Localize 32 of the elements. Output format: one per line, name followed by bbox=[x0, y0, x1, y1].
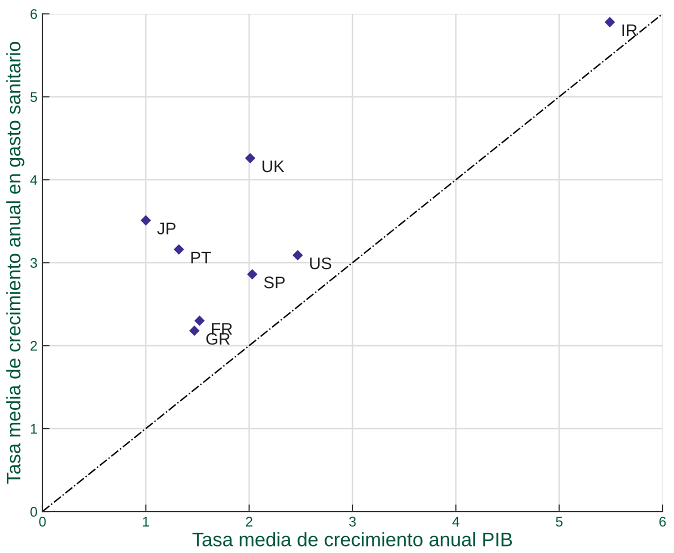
x-tick-label: 0 bbox=[39, 516, 46, 527]
x-tick-label: 4 bbox=[452, 516, 460, 526]
annotation: JP bbox=[157, 222, 176, 234]
x-tick-label: 5 bbox=[556, 516, 562, 527]
x-tick-label: 2 bbox=[246, 516, 252, 526]
point bbox=[247, 269, 258, 280]
annotation: PT bbox=[191, 252, 211, 264]
x-axis-title: Tasa media de crecimiento anual PIB bbox=[192, 532, 512, 546]
point bbox=[189, 326, 200, 336]
annotation: SP bbox=[264, 276, 285, 288]
y-tick-label: 4 bbox=[30, 175, 38, 185]
y-tick-label: 5 bbox=[30, 92, 38, 102]
y-tick-label: 0 bbox=[30, 506, 38, 517]
y-axis-title: Tasa media de crecimiento anual en gasto sanitario bbox=[6, 42, 24, 484]
x-tick-label: 3 bbox=[349, 516, 356, 527]
annotation: FR bbox=[212, 323, 232, 335]
annotation: US bbox=[310, 257, 332, 270]
point bbox=[140, 215, 152, 226]
point bbox=[292, 250, 303, 260]
point bbox=[194, 316, 205, 326]
y-tick-label: 1 bbox=[30, 424, 37, 434]
y-tick-label: 3 bbox=[30, 258, 37, 268]
x-tick-label: 6 bbox=[659, 516, 666, 527]
annotation: IR bbox=[622, 24, 637, 36]
x-tick-label: 1 bbox=[143, 516, 149, 526]
point bbox=[244, 152, 256, 164]
y-tick-label: 6 bbox=[30, 9, 37, 19]
annotation: UK bbox=[262, 160, 284, 172]
point bbox=[604, 16, 616, 28]
y-tick-label: 2 bbox=[30, 340, 37, 351]
annotation: GR bbox=[206, 332, 230, 345]
point bbox=[174, 244, 184, 255]
